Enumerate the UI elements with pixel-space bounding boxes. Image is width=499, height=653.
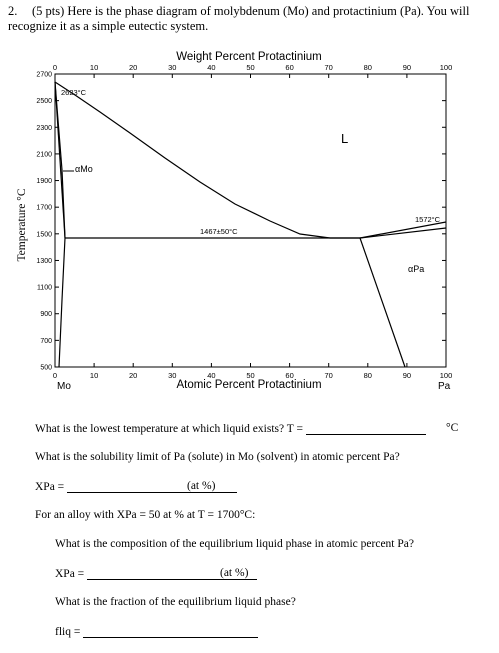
y-tick-marks xyxy=(55,73,446,368)
problem-text: Here is the phase diagram of molybdenum … xyxy=(8,4,470,33)
bottom-tick-marks xyxy=(54,363,447,367)
y-tick-labels: 2700 2500 2300 2100 1900 1700 1500 1300 1100 900 7… xyxy=(36,72,52,372)
alpha-mo-label: αMo xyxy=(75,164,93,174)
top-tick-label: 40 xyxy=(207,63,215,72)
bottom-tick-label: 30 xyxy=(168,371,176,380)
pa-melting-label: 1572°C xyxy=(415,215,441,224)
y-axis-title: Temperature °C xyxy=(16,188,28,261)
top-tick-label: 20 xyxy=(129,63,137,72)
question-3-text: For an alloy with XPa = 50 at % at T = 1… xyxy=(35,509,256,521)
bottom-tick-label: 50 xyxy=(246,371,254,380)
question-1: What is the lowest temperature at which … xyxy=(35,422,426,435)
bottom-tick-label: 60 xyxy=(285,371,293,380)
y-tick-label: 1900 xyxy=(36,178,52,185)
eutectic-label: 1467±50°C xyxy=(200,227,238,236)
question-3a-answer-line: XPa = (at %) xyxy=(55,567,258,580)
y-tick-label: 1100 xyxy=(37,285,52,292)
bottom-axis-title: Atomic Percent Protactinium xyxy=(176,379,321,391)
top-tick-label: 90 xyxy=(403,63,411,72)
question-1-unit: °C xyxy=(446,422,459,434)
y-tick-label: 1700 xyxy=(36,205,52,212)
mo-melting-label: 2623°C xyxy=(61,88,87,97)
y-tick-label: 1500 xyxy=(36,231,52,238)
top-tick-label: 60 xyxy=(285,63,293,72)
top-tick-marks xyxy=(54,74,447,78)
solvus-mo xyxy=(54,81,66,368)
question-3a-unit: (at %) xyxy=(220,567,249,579)
question-3b-text: What is the fraction of the equilibrium … xyxy=(55,596,296,608)
right-element-label: Pa xyxy=(438,381,451,392)
question-2-answer-line: XPa = (at %) xyxy=(35,480,238,493)
question-1-text: What is the lowest temperature at which … xyxy=(35,423,303,435)
top-tick-label: 0 xyxy=(53,63,57,72)
top-tick-label: 70 xyxy=(325,63,333,72)
question-3a-variable: XPa = xyxy=(55,568,85,580)
bottom-tick-label: 20 xyxy=(129,371,137,380)
bottom-tick-labels: 0 10 20 30 40 50 60 70 80 90 100 xyxy=(53,371,452,380)
y-tick-label: 700 xyxy=(40,338,52,345)
plot-frame xyxy=(54,73,447,368)
question-3a-answer-field[interactable] xyxy=(87,567,258,580)
bottom-tick-label: 0 xyxy=(53,371,57,380)
problem-number: 2. xyxy=(8,4,18,18)
liquid-region-label: L xyxy=(341,131,348,146)
top-tick-label: 30 xyxy=(168,63,176,72)
top-axis-title: Weight Percent Protactinium xyxy=(176,51,322,63)
top-tick-label: 50 xyxy=(246,63,254,72)
y-tick-label: 2100 xyxy=(36,151,52,158)
top-tick-label: 80 xyxy=(364,63,372,72)
question-2-unit: (at %) xyxy=(187,480,216,492)
problem-statement: 2. (5 pts) Here is the phase diagram of m… xyxy=(8,4,492,34)
y-tick-label: 500 xyxy=(40,365,52,372)
solidus-pa xyxy=(359,227,447,239)
y-tick-label: 1300 xyxy=(36,258,52,265)
bottom-tick-label: 10 xyxy=(90,371,98,380)
bottom-tick-label: 90 xyxy=(403,371,411,380)
bottom-tick-label: 40 xyxy=(207,371,215,380)
top-tick-labels: 0 10 20 30 40 50 60 70 80 90 100 xyxy=(53,63,452,72)
question-2-answer-field[interactable] xyxy=(67,480,238,493)
bottom-tick-label: 100 xyxy=(440,371,453,380)
y-tick-label: 2300 xyxy=(36,125,52,132)
y-tick-label: 900 xyxy=(40,311,52,318)
question-2-text: What is the solubility limit of Pa (solu… xyxy=(35,451,400,463)
alpha-pa-label: αPa xyxy=(408,264,424,274)
question-3b-variable: fliq = xyxy=(55,626,81,638)
y-tick-label: 2700 xyxy=(36,72,52,79)
liquidus-pa-side xyxy=(359,221,447,239)
y-tick-label: 2500 xyxy=(36,98,52,105)
question-2-variable: XPa = xyxy=(35,481,65,493)
question-3a-text: What is the composition of the equilibri… xyxy=(55,538,414,550)
solvus-pa xyxy=(359,237,406,368)
bottom-tick-label: 80 xyxy=(364,371,372,380)
bottom-tick-label: 70 xyxy=(325,371,333,380)
top-tick-label: 100 xyxy=(440,63,453,72)
liquidus-mo-side xyxy=(54,81,360,239)
top-tick-label: 10 xyxy=(90,63,98,72)
left-element-label: Mo xyxy=(57,381,71,392)
question-1-answer-field[interactable] xyxy=(305,422,426,435)
phase-diagram: Weight Percent Protactinium 0 10 20 30 40 50 6… xyxy=(16,51,452,392)
solidus-mo xyxy=(54,81,66,239)
question-3b-answer-line: fliq = xyxy=(55,625,259,638)
problem-points: (5 pts) xyxy=(32,4,65,18)
question-3b-answer-field[interactable] xyxy=(83,625,259,638)
